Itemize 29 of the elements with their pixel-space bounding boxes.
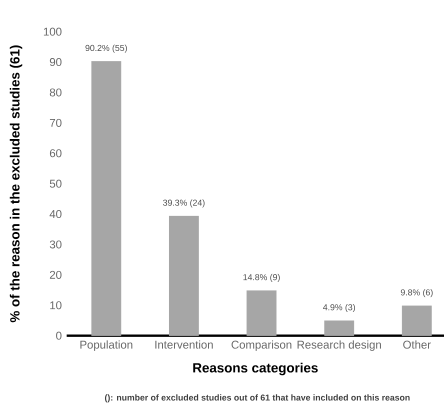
data-label: 4.9% (3) [323, 304, 356, 312]
data-label: 39.3% (24) [163, 199, 205, 208]
y-tick-label: 100 [44, 28, 62, 36]
x-axis-title: Reasons categories [193, 362, 318, 376]
y-tick-label: 40 [50, 210, 62, 218]
bar [91, 61, 122, 336]
data-label: 9.8% (6) [400, 289, 433, 298]
y-tick-label: 80 [50, 88, 62, 96]
data-label: 14.8% (9) [243, 274, 280, 282]
y-tick-label: 60 [50, 149, 62, 158]
y-tick-label: 30 [50, 240, 62, 248]
y-tick-label: 90 [50, 58, 62, 66]
y-tick-label: 10 [50, 301, 62, 310]
y-axis-title: % of the reason in the excluded studies (61) [10, 45, 22, 322]
x-tick-label: Population [80, 340, 132, 351]
x-tick-label: Research design [298, 340, 381, 351]
bar [168, 216, 199, 336]
bar [402, 306, 432, 336]
x-tick-label: Other [403, 340, 431, 349]
x-tick-label: Comparison [232, 340, 292, 351]
data-label: 90.2% (55) [85, 44, 127, 53]
bar [246, 290, 276, 336]
y-tick-label: 50 [50, 180, 62, 188]
y-tick-label: 20 [50, 270, 62, 279]
y-tick-label: 70 [50, 118, 62, 127]
y-tick-label: 0 [56, 332, 62, 340]
text: (): number of excluded studies out of 61 that have included on this reason [104, 394, 410, 402]
x-tick-label: Intervention [155, 340, 213, 349]
bar [324, 320, 354, 336]
